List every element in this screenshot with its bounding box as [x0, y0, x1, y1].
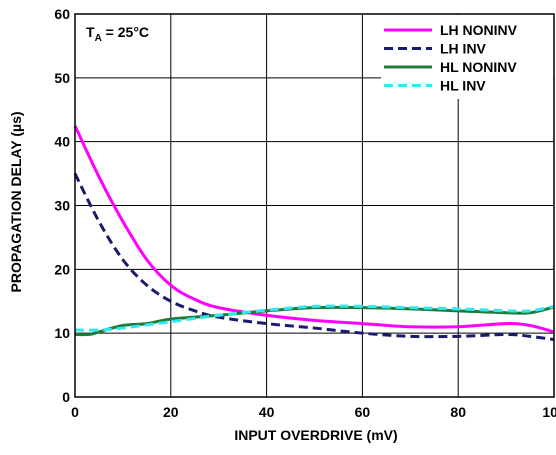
series-line-lh-inv	[73, 172, 555, 342]
legend-label-lh-noninv: LH NONINV	[440, 22, 518, 38]
series-line-lh-noninv	[73, 125, 555, 334]
temperature-annotation: TA = 25°C	[86, 24, 149, 44]
plot-frame	[74, 13, 555, 398]
y-axis-label: PROPAGATION DELAY (µs)	[8, 111, 24, 292]
y-tick-label-40: 40	[54, 134, 70, 150]
annotation-t: T	[86, 24, 95, 40]
tick-labels: 0 20 40 60 80 100 0 10 20 30 40 50 60	[54, 6, 556, 420]
legend-label-lh-inv: LH INV	[440, 41, 487, 57]
x-tick-label-20: 20	[163, 404, 179, 420]
series-lines	[73, 125, 555, 342]
annotation-rest: = 25°C	[102, 24, 149, 40]
x-tick-label-0: 0	[71, 404, 79, 420]
x-tick-label-80: 80	[450, 404, 466, 420]
legend: LH NONINV LH INV HL NONINV HL INV	[384, 22, 518, 94]
annotation-subscript: A	[95, 33, 102, 44]
y-tick-label-0: 0	[62, 389, 70, 405]
y-tick-label-30: 30	[54, 198, 70, 214]
y-tick-label-10: 10	[54, 325, 70, 341]
y-tick-label-20: 20	[54, 261, 70, 277]
legend-label-hl-noninv: HL NONINV	[440, 59, 517, 75]
series-line-hl-inv	[74, 304, 555, 332]
x-tick-label-40: 40	[259, 404, 275, 420]
x-tick-label-100: 100	[542, 404, 556, 420]
legend-label-hl-inv: HL INV	[440, 78, 486, 94]
y-tick-label-60: 60	[54, 6, 70, 22]
y-tick-label-50: 50	[54, 70, 70, 86]
x-tick-label-60: 60	[355, 404, 371, 420]
x-axis-label: INPUT OVERDRIVE (mV)	[234, 427, 397, 443]
